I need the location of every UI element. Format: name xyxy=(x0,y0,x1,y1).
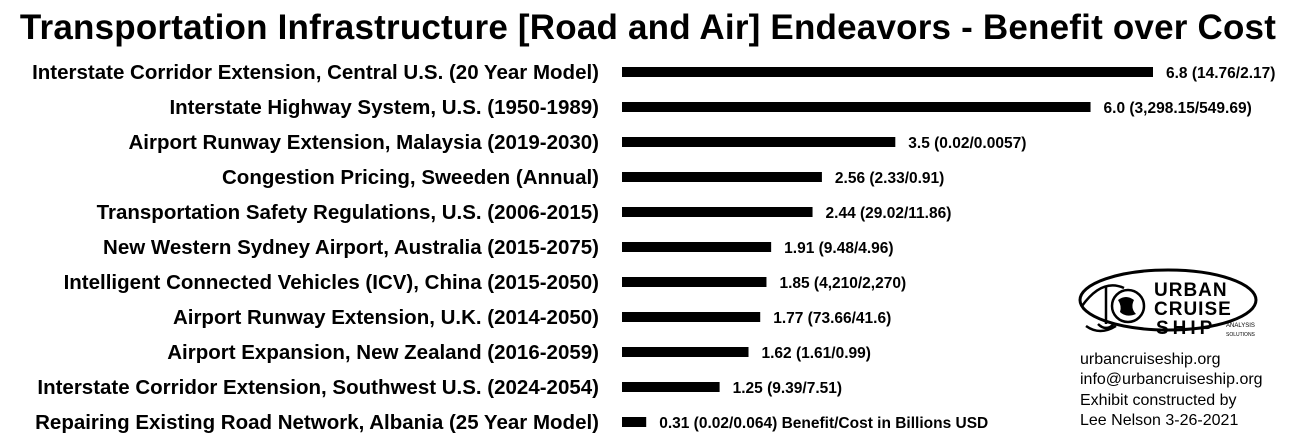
category-label: Airport Runway Extension, U.K. (2014-205… xyxy=(173,306,599,329)
data-label: 0.31 (0.02/0.064) Benefit/Cost in Billio… xyxy=(659,415,988,432)
contact-block: urbancruiseship.org info@urbancruiseship… xyxy=(1080,350,1263,432)
data-label: 3.5 (0.02/0.0057) xyxy=(908,135,1026,152)
bar xyxy=(622,312,761,322)
logo-word-cruise: CRUISE xyxy=(1154,299,1232,320)
bar xyxy=(622,137,896,147)
data-label: 6.8 (14.76/2.17) xyxy=(1166,65,1275,82)
category-label: Intelligent Connected Vehicles (ICV), Ch… xyxy=(64,271,599,294)
data-label: 1.25 (9.39/7.51) xyxy=(733,380,842,397)
data-label: 1.85 (4,210/2,270) xyxy=(779,275,906,292)
category-label: Repairing Existing Road Network, Albania… xyxy=(35,411,599,434)
credit-author-date: Lee Nelson 3-26-2021 xyxy=(1080,412,1239,430)
website-link[interactable]: urbancruiseship.org xyxy=(1080,351,1221,368)
data-label: 2.44 (29.02/11.86) xyxy=(826,205,952,222)
credit-line: Exhibit constructed by xyxy=(1080,391,1237,409)
category-label: Interstate Corridor Extension, Central U… xyxy=(32,61,599,84)
data-label: 1.62 (1.61/0.99) xyxy=(762,345,871,362)
data-label: 1.77 (73.66/41.6) xyxy=(773,310,891,327)
logo-tagline-solutions: SOLUTIONS xyxy=(1226,332,1256,338)
logo-emblem-icon: URBAN CRUISE SHIP ANALYSIS SOLUTIONS xyxy=(1078,268,1258,339)
category-label: New Western Sydney Airport, Australia (2… xyxy=(103,236,599,259)
data-label: 2.56 (2.33/0.91) xyxy=(835,170,944,187)
logo-word-ship: SHIP xyxy=(1156,318,1216,339)
bar xyxy=(622,67,1153,77)
email-link[interactable]: info@urbancruiseship.org xyxy=(1080,371,1263,389)
urban-cruise-ship-logo: URBAN CRUISE SHIP ANALYSIS SOLUTIONS xyxy=(1076,266,1276,344)
bar xyxy=(622,382,720,392)
data-label: 6.0 (3,298.15/549.69) xyxy=(1104,100,1252,117)
category-label: Airport Runway Extension, Malaysia (2019… xyxy=(128,131,599,154)
logo-tagline-analysis: ANALYSIS xyxy=(1226,323,1255,329)
category-label: Interstate Highway System, U.S. (1950-19… xyxy=(169,96,599,119)
category-label: Airport Expansion, New Zealand (2016-205… xyxy=(167,341,599,364)
bar xyxy=(622,172,822,182)
category-label: Congestion Pricing, Sweeden (Annual) xyxy=(222,166,599,189)
bar xyxy=(622,242,772,252)
bar xyxy=(622,417,647,427)
logo-word-urban: URBAN xyxy=(1154,280,1228,301)
data-label: 1.91 (9.48/4.96) xyxy=(784,240,893,257)
category-label: Transportation Safety Regulations, U.S. … xyxy=(97,201,599,224)
bar xyxy=(622,347,749,357)
bar xyxy=(622,207,813,217)
chart-title: Transportation Infrastructure [Road and … xyxy=(19,8,1277,47)
bar xyxy=(622,102,1091,112)
bar xyxy=(622,277,767,287)
category-label: Interstate Corridor Extension, Southwest… xyxy=(37,376,599,399)
